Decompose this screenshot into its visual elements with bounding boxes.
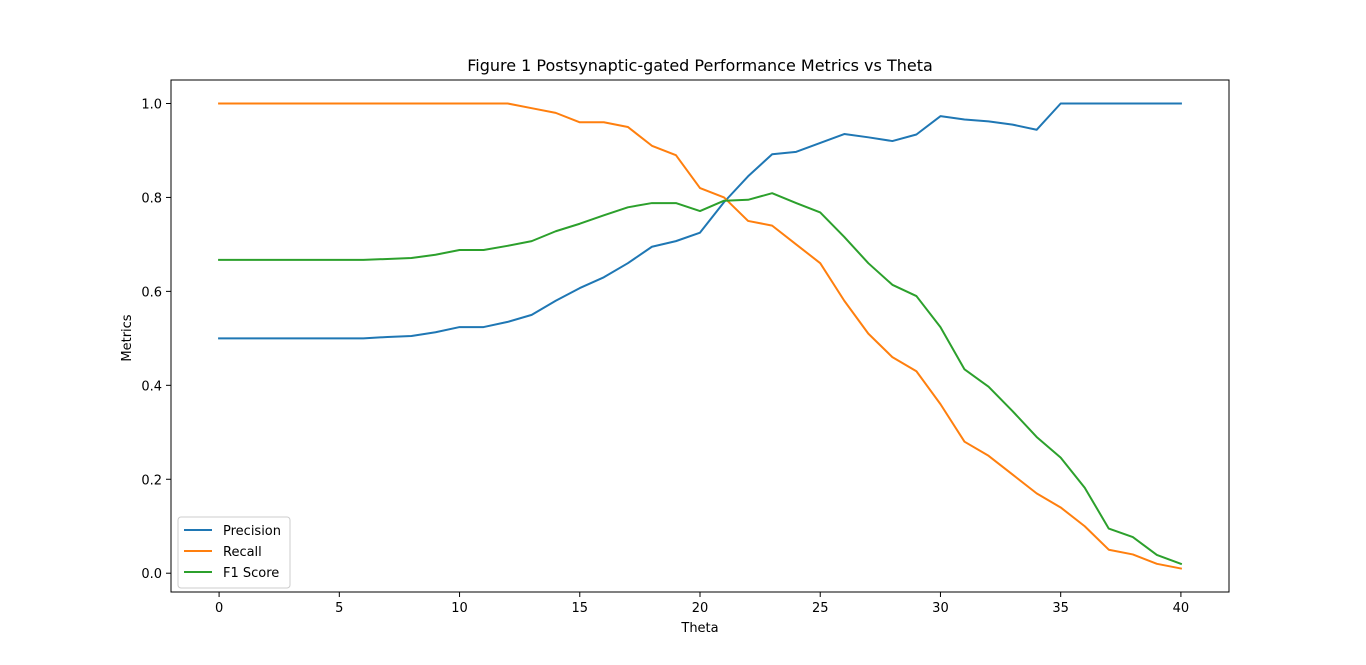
- x-tick-label: 35: [1052, 601, 1069, 616]
- y-axis-label: Metrics: [120, 314, 135, 361]
- x-tick-label: 25: [812, 601, 829, 616]
- x-tick-label: 0: [215, 601, 223, 616]
- chart-title: Figure 1 Postsynaptic-gated Performance …: [467, 56, 933, 75]
- y-tick-label: 1.0: [141, 97, 162, 112]
- y-tick-label: 0.6: [141, 285, 162, 300]
- series-line-f1-score: [218, 192, 1183, 566]
- y-tick-label: 0.8: [141, 191, 162, 206]
- y-tick-label: 0.4: [141, 379, 162, 394]
- legend-box: [177, 516, 291, 589]
- x-tick-label: 15: [571, 601, 588, 616]
- legend-label: Recall: [223, 545, 262, 560]
- y-tick-label: 0.0: [141, 567, 162, 582]
- x-tick-label: 30: [932, 601, 949, 616]
- plot-area: 0 5 10 15 20 25 30 35 40 0.0 0.2 0.4 0.6 0.8 1.0 Precis…: [141, 79, 1230, 616]
- series-line-recall: [218, 102, 1183, 570]
- legend-label: Precision: [223, 524, 281, 539]
- x-tick-label: 20: [692, 601, 709, 616]
- x-tick-label: 40: [1173, 601, 1190, 616]
- series-line-precision: [218, 102, 1182, 340]
- x-axis-label: Theta: [680, 621, 718, 636]
- y-tick-label: 0.2: [141, 473, 162, 488]
- legend-label: F1 Score: [223, 566, 279, 581]
- x-tick-label: 5: [335, 601, 343, 616]
- x-tick-label: 10: [451, 601, 468, 616]
